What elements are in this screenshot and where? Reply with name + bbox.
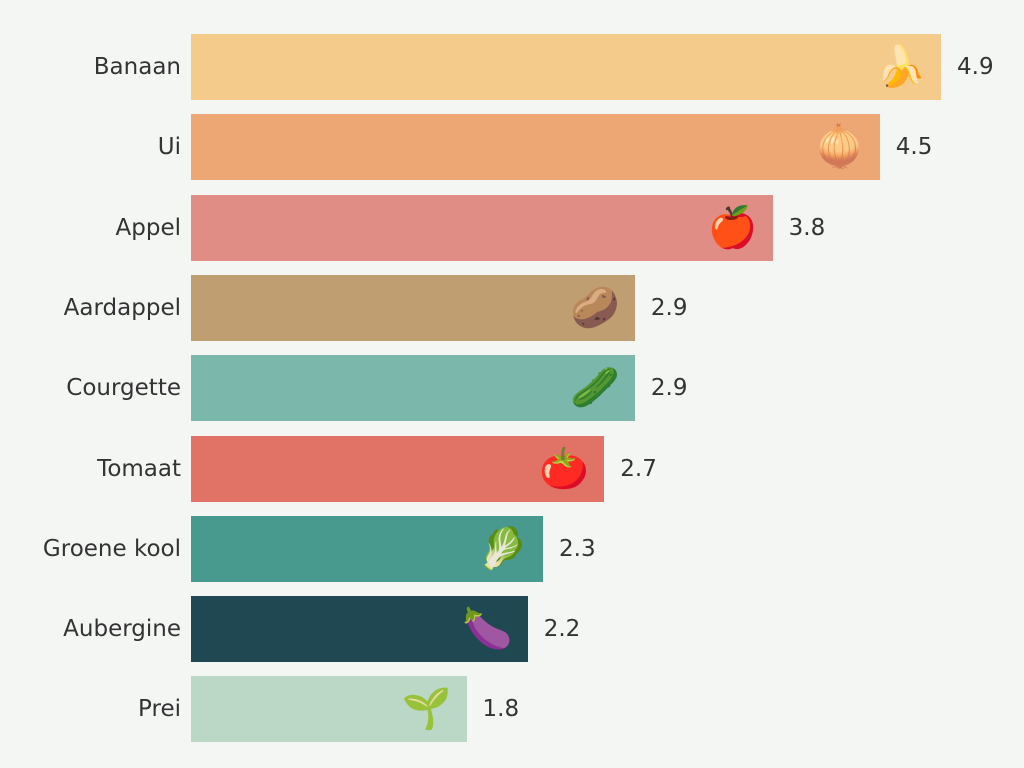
category-label: Tomaat xyxy=(97,455,181,482)
onion-icon: 🧅 xyxy=(814,124,865,171)
cucumber-icon: 🥒 xyxy=(569,365,620,412)
bar: 🥒 xyxy=(191,355,635,422)
category-label: Prei xyxy=(138,696,181,723)
value-label: 2.2 xyxy=(543,616,581,643)
category-label: Groene kool xyxy=(42,535,181,562)
category-label: Appel xyxy=(115,214,181,241)
bar: 🍅 xyxy=(191,435,605,502)
apple-icon: 🍎 xyxy=(707,204,758,251)
eggplant-icon: 🍆 xyxy=(462,606,513,653)
value-label: 4.9 xyxy=(957,54,994,80)
bar: 🍎 xyxy=(191,194,773,261)
value-label: 1.8 xyxy=(482,696,520,723)
category-label: Aubergine xyxy=(63,616,181,643)
category-label: Aardappel xyxy=(63,294,181,321)
value-label: 2.9 xyxy=(650,375,688,402)
value-label: 3.8 xyxy=(788,214,826,241)
bar: 🌱 xyxy=(191,676,467,743)
bar: 🍆 xyxy=(191,596,528,663)
value-label: 4.5 xyxy=(895,134,933,161)
potato-icon: 🥔 xyxy=(569,284,620,331)
banana-icon: 🍌 xyxy=(876,44,926,90)
bar: 🍌 xyxy=(191,34,941,100)
category-label: Banaan xyxy=(93,54,181,80)
value-label: 2.7 xyxy=(620,455,657,482)
value-label: 2.9 xyxy=(650,294,688,321)
value-label: 2.3 xyxy=(559,535,596,562)
bar: 🧅 xyxy=(191,114,880,181)
category-label: Ui xyxy=(157,134,181,161)
leek-icon: 🌱 xyxy=(401,686,452,733)
bar: 🥬 xyxy=(191,515,544,582)
bar: 🥔 xyxy=(191,274,635,341)
tomato-icon: 🍅 xyxy=(539,445,590,492)
category-label: Courgette xyxy=(66,375,181,402)
leafy-green-icon: 🥬 xyxy=(478,525,528,572)
